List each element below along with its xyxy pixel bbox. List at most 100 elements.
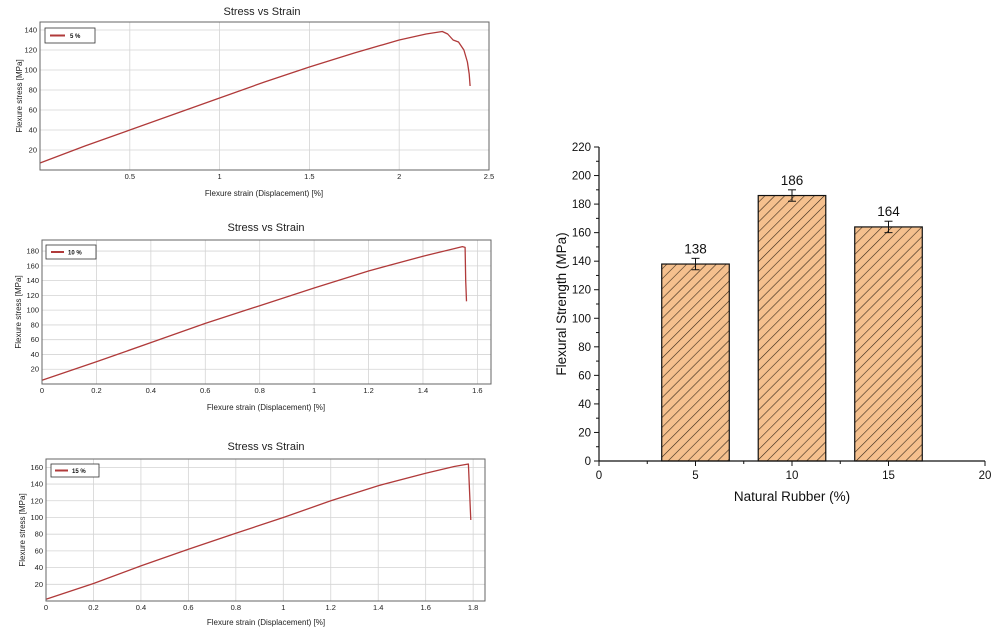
x-axis-label: Flexure strain (Displacement) [%] (207, 403, 325, 412)
x-tick-label: 0.2 (88, 603, 98, 612)
y-ticks: 20 40 60 80 100 120 140 160 (30, 463, 43, 589)
y-tick-label: 140 (24, 26, 37, 35)
y-tick-label: 120 (26, 291, 39, 300)
legend-box (44, 27, 96, 44)
y-tick-label: 60 (29, 106, 37, 115)
y-tick-label: 180 (26, 247, 39, 256)
x-tick-label: 10 (786, 470, 799, 482)
x-tick-label: 0.8 (254, 386, 264, 395)
y-tick-label: 220 (572, 142, 591, 154)
flexural-strength-bar-chart: 138 186 164 0 5 10 15 20 0 20 40 60 80 100 120 140 160… (554, 142, 991, 504)
y-tick-label: 100 (26, 306, 39, 315)
x-axis-label: Flexure strain (Displacement) [%] (207, 618, 325, 627)
y-tick-label: 100 (30, 513, 43, 522)
plot-frame (45, 458, 486, 602)
series-line (41, 245, 468, 381)
y-ticks: 20 40 60 80 100 120 140 (24, 26, 37, 155)
y-tick-label: 80 (578, 342, 591, 354)
chart-title: Stress vs Strain (227, 441, 304, 453)
stress-strain-chart-15: Stress vs Strain 0 0.2 0.4 0.6 0.8 1 1.2 1.4 1.6… (18, 441, 486, 627)
x-tick-label: 0.8 (231, 603, 241, 612)
y-tick-label: 60 (578, 370, 591, 382)
y-tick-label: 120 (572, 285, 591, 297)
y-tick-label: 200 (572, 171, 591, 183)
x-tick-label: 2.5 (484, 172, 494, 181)
y-tick-label: 40 (35, 563, 43, 572)
legend-box (45, 244, 97, 260)
x-tick-label: 1 (312, 386, 316, 395)
grid (40, 22, 490, 170)
y-tick-label: 20 (29, 146, 37, 155)
x-axis-label: Flexure strain (Displacement) [%] (205, 189, 323, 198)
x-tick-label: 1 (218, 172, 222, 181)
y-tick-label: 20 (35, 580, 43, 589)
x-tick-label: 1.8 (468, 603, 478, 612)
y-tick-label: 160 (30, 463, 43, 472)
chart-title: Stress vs Strain (227, 222, 304, 234)
x-ticks: 0.5 1 1.5 2 2.5 (125, 172, 495, 181)
bar (661, 263, 730, 462)
x-tick-label: 20 (979, 470, 992, 482)
y-tick-label: 80 (31, 320, 39, 329)
legend: 10 % (45, 244, 97, 260)
bars: 138 186 164 (661, 173, 923, 462)
x-axis-label: Natural Rubber (%) (734, 489, 850, 504)
bar (854, 226, 923, 462)
series (45, 463, 472, 600)
y-axis-label: Flexure stress [MPa] (15, 59, 24, 132)
x-tick-label: 5 (692, 470, 698, 482)
x-tick-label: 0.2 (91, 386, 101, 395)
x-tick-label: 0.6 (183, 603, 193, 612)
x-tick-label: 1.2 (363, 386, 373, 395)
x-tick-label: 0 (40, 386, 44, 395)
y-tick-label: 40 (29, 126, 37, 135)
y-tick-label: 140 (26, 276, 39, 285)
plot-frame (39, 21, 490, 171)
y-ticks: 20 40 60 80 100 120 140 160 180 (26, 247, 39, 374)
chart-title: Stress vs Strain (223, 6, 300, 18)
y-tick-label: 140 (30, 480, 43, 489)
legend-label: 10 % (68, 251, 82, 257)
x-tick-label: 1 (281, 603, 285, 612)
legend-label: 5 % (70, 34, 81, 40)
x-tick-label: 0.5 (125, 172, 135, 181)
series-line (45, 463, 472, 600)
legend-label: 15 % (72, 469, 86, 475)
x-tick-label: 1.2 (326, 603, 336, 612)
x-tick-label: 1.4 (418, 386, 428, 395)
x-ticks: 0 0.2 0.4 0.6 0.8 1 1.2 1.4 1.6 (40, 386, 483, 395)
x-tick-label: 0.4 (146, 386, 156, 395)
legend-box (50, 463, 100, 478)
y-tick-label: 100 (572, 313, 591, 325)
y-tick-label: 60 (31, 335, 39, 344)
y-tick-label: 40 (31, 350, 39, 359)
stress-strain-chart-5: Stress vs Strain 0.5 1 1.5 2 2.5 20 40 60 80 100… (15, 6, 494, 198)
y-tick-label: 100 (24, 66, 37, 75)
y-tick-label: 20 (578, 427, 591, 439)
x-tick-label: 0 (44, 603, 48, 612)
data-label: 186 (781, 173, 804, 188)
x-tick-label: 0.4 (136, 603, 146, 612)
x-tick-label: 0.6 (200, 386, 210, 395)
y-tick-label: 160 (572, 228, 591, 240)
bar (757, 194, 827, 462)
x-tick-label: 1.5 (304, 172, 314, 181)
x-ticks: 0 0.2 0.4 0.6 0.8 1 1.2 1.4 1.6 1.8 (44, 603, 478, 612)
data-label: 164 (877, 204, 900, 219)
y-axis-label: Flexure stress [MPa] (18, 493, 27, 566)
plot-frame (41, 239, 492, 385)
x-tick-label: 2 (397, 172, 401, 181)
x-tick-label: 0 (596, 470, 602, 482)
series (39, 30, 471, 164)
y-axis-label: Flexural Strength (MPa) (554, 232, 569, 375)
legend: 5 % (44, 27, 96, 44)
y-tick-label: 80 (35, 530, 43, 539)
data-label: 138 (684, 241, 707, 256)
y-tick-label: 140 (572, 256, 591, 268)
y-axis-label: Flexure stress [MPa] (14, 275, 23, 348)
x-tick-label: 1.6 (420, 603, 430, 612)
series (41, 245, 468, 381)
y-tick-label: 20 (31, 365, 39, 374)
x-tick-label: 1.6 (472, 386, 482, 395)
